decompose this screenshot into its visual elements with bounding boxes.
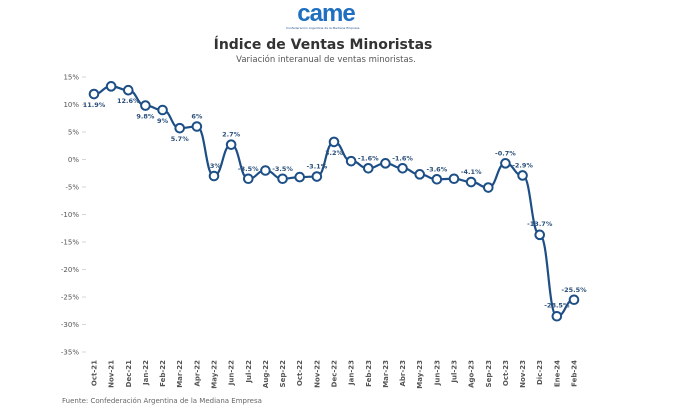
data-point xyxy=(328,136,340,148)
x-tick-label: Apr-22 xyxy=(193,360,201,387)
x-tick-label: May-23 xyxy=(416,360,424,389)
data-point xyxy=(157,104,168,116)
data-label: -2.9% xyxy=(512,161,533,169)
data-label: -1.6% xyxy=(392,154,413,162)
data-label: -1.6% xyxy=(358,154,379,162)
x-tick-label: Nov-21 xyxy=(108,360,116,388)
data-label: -0.7% xyxy=(495,149,516,157)
x-tick-label: Abr-23 xyxy=(399,360,407,387)
data-point xyxy=(362,163,374,174)
data-point xyxy=(140,100,151,111)
y-tick-label: -15% xyxy=(61,239,79,247)
x-tick-label: Jul-22 xyxy=(245,360,253,384)
data-point xyxy=(534,229,546,241)
y-tick-label: -25% xyxy=(61,294,79,302)
data-label: -4.1% xyxy=(461,168,482,176)
data-label: 5.7% xyxy=(171,135,190,143)
data-point xyxy=(225,139,237,150)
x-tick-label: Jan-23 xyxy=(348,360,356,386)
data-point xyxy=(277,173,288,185)
data-point xyxy=(500,158,511,169)
data-label: -3.5% xyxy=(272,165,293,173)
x-tick-label: May-22 xyxy=(211,360,219,389)
data-label: -3.5% xyxy=(238,165,259,173)
x-tick-label: Ene-24 xyxy=(553,360,561,387)
chart-subtitle: Variación interanual de ventas minorista… xyxy=(236,55,416,65)
x-tick-label: Aug-22 xyxy=(262,360,270,388)
data-label: -13.7% xyxy=(527,220,553,228)
y-tick-label: -10% xyxy=(61,211,79,219)
chart-title: Índice de Ventas Minoristas xyxy=(213,37,433,53)
y-tick-label: -5% xyxy=(65,184,79,192)
data-point xyxy=(448,173,460,185)
data-point xyxy=(105,81,117,92)
y-tick-label: 0% xyxy=(68,156,79,164)
x-tick-label: Mar-22 xyxy=(176,360,184,388)
x-tick-label: Ago-23 xyxy=(468,360,476,388)
came-logo: came Confederación Argentina de la Media… xyxy=(286,0,360,31)
data-label: 6% xyxy=(191,113,203,121)
data-point xyxy=(517,170,528,181)
data-point xyxy=(380,158,391,169)
data-point xyxy=(242,173,254,185)
data-label: 9.8% xyxy=(136,113,155,121)
y-tick-label: 5% xyxy=(68,129,79,137)
x-tick-label: Feb-23 xyxy=(365,360,373,387)
x-tick-label: Dec-21 xyxy=(125,360,133,387)
data-label: -25.5% xyxy=(561,286,587,294)
data-point xyxy=(208,170,220,182)
data-point xyxy=(174,122,186,134)
source-note: Fuente: Confederación Argentina de la Me… xyxy=(62,397,262,405)
data-point xyxy=(191,121,203,132)
x-tick-label: Nov-22 xyxy=(313,360,321,388)
x-tick-label: Jun-23 xyxy=(433,360,441,386)
x-tick-label: Nov-23 xyxy=(519,360,527,388)
data-label: 3.2% xyxy=(325,149,344,157)
data-point xyxy=(482,182,494,193)
data-label: 12.6% xyxy=(117,97,140,105)
x-tick-label: Feb-24 xyxy=(571,360,579,387)
data-point xyxy=(568,294,580,306)
logo-tagline: Confederación Argentina de la Mediana Em… xyxy=(286,26,360,30)
x-tick-label: Oct-23 xyxy=(502,360,510,386)
data-point xyxy=(465,176,477,188)
y-tick-label: 10% xyxy=(63,101,79,109)
x-tick-label: Jun-22 xyxy=(228,360,236,386)
data-label: -28.5% xyxy=(544,301,570,309)
y-tick-label: 15% xyxy=(63,74,79,82)
data-point xyxy=(122,84,134,96)
data-point xyxy=(294,171,306,183)
data-label: -3.6% xyxy=(426,165,447,173)
logo-mark: came xyxy=(297,0,355,27)
data-point xyxy=(260,165,271,176)
x-tick-label: Sep-23 xyxy=(485,360,493,388)
data-point xyxy=(88,88,100,100)
data-point xyxy=(345,155,357,167)
x-tick-label: Dec-22 xyxy=(331,360,339,387)
data-point xyxy=(551,310,563,322)
y-tick-label: -20% xyxy=(61,266,79,274)
data-label: 2.7% xyxy=(222,131,241,139)
x-tick-label: Jul-23 xyxy=(451,360,459,384)
data-label: -3% xyxy=(207,162,221,170)
y-tick-label: -30% xyxy=(61,321,79,329)
data-point xyxy=(397,163,408,174)
x-tick-label: Oct-21 xyxy=(91,360,99,386)
data-point xyxy=(311,171,323,182)
data-label: 9% xyxy=(157,117,169,125)
data-label: -3.1% xyxy=(306,163,327,171)
data-label: 11.9% xyxy=(83,101,106,109)
x-tick-label: Sep-22 xyxy=(279,360,287,388)
x-tick-label: Oct-22 xyxy=(296,360,304,386)
x-tick-label: Jan-22 xyxy=(142,360,150,386)
data-point xyxy=(431,174,443,185)
data-point xyxy=(414,169,426,180)
x-tick-label: Mar-23 xyxy=(382,360,390,388)
x-tick-label: Dic-23 xyxy=(536,360,544,385)
y-tick-label: -35% xyxy=(61,349,79,357)
x-tick-label: Feb-22 xyxy=(159,360,167,387)
